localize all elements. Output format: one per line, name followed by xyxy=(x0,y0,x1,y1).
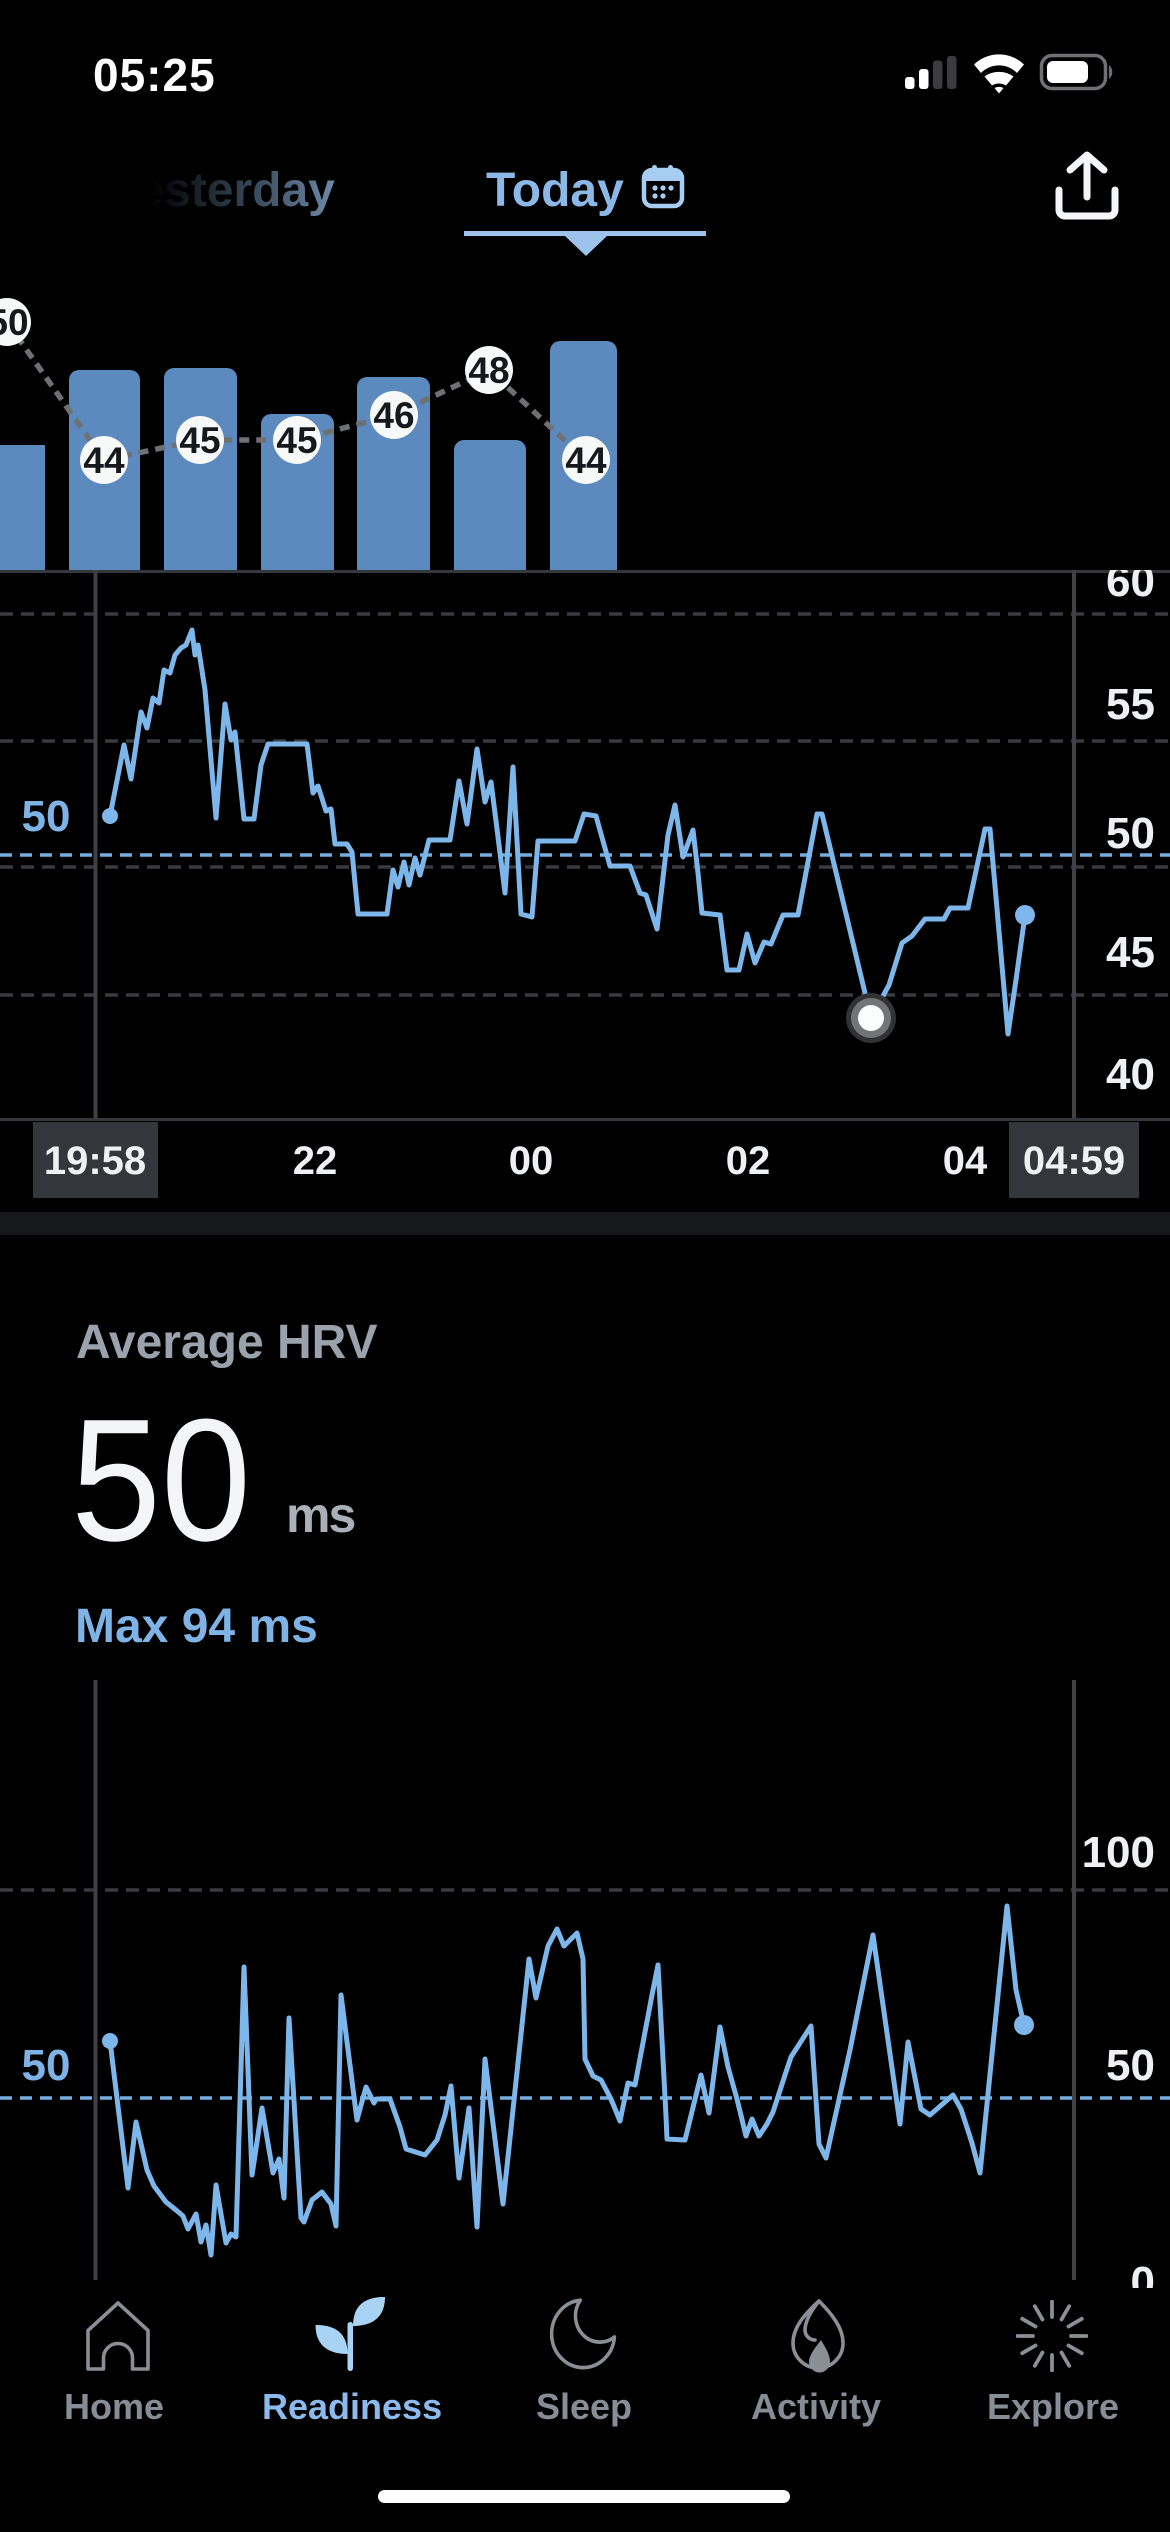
svg-text:48: 48 xyxy=(468,350,509,391)
svg-text:50: 50 xyxy=(1106,809,1155,858)
svg-text:55: 55 xyxy=(1106,680,1155,729)
svg-text:50: 50 xyxy=(0,302,29,343)
svg-text:0: 0 xyxy=(1131,2258,1155,2288)
svg-text:40: 40 xyxy=(1106,1050,1155,1099)
svg-text:00: 00 xyxy=(509,1139,554,1183)
svg-text:50: 50 xyxy=(22,2041,71,2090)
svg-text:04: 04 xyxy=(943,1139,988,1183)
svg-text:45: 45 xyxy=(276,420,317,461)
svg-text:19:58: 19:58 xyxy=(44,1139,146,1183)
svg-text:22: 22 xyxy=(293,1139,338,1183)
svg-text:100: 100 xyxy=(1082,1828,1155,1877)
svg-text:44: 44 xyxy=(83,440,125,481)
svg-text:44: 44 xyxy=(565,440,607,481)
svg-text:46: 46 xyxy=(373,395,414,436)
svg-text:04:59: 04:59 xyxy=(1023,1139,1125,1183)
svg-text:60: 60 xyxy=(1106,570,1155,606)
svg-text:50: 50 xyxy=(22,792,71,841)
svg-text:02: 02 xyxy=(726,1139,771,1183)
svg-text:50: 50 xyxy=(1106,2041,1155,2090)
svg-text:45: 45 xyxy=(179,420,220,461)
svg-text:45: 45 xyxy=(1106,928,1155,977)
